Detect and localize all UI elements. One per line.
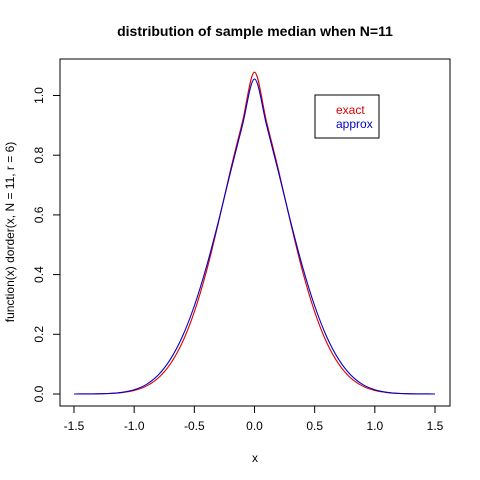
y-tick-label: 0.0 — [32, 385, 46, 402]
x-axis: -1.5 -1.0 -0.5 0.0 0.5 1.0 1.5 — [64, 405, 444, 433]
x-tick-label: 1.5 — [427, 419, 444, 433]
y-tick-label: 0.4 — [32, 266, 46, 283]
chart-title: distribution of sample median when N=11 — [117, 23, 393, 39]
y-axis: 0.0 0.2 0.4 0.6 0.8 1.0 — [32, 87, 61, 402]
legend-entry-exact: exact — [336, 103, 365, 117]
x-tick-label: 1.0 — [366, 419, 383, 433]
series-line-exact — [73, 71, 436, 395]
x-tick-label: -1.0 — [124, 419, 145, 433]
y-tick-label: 0.8 — [32, 147, 46, 164]
y-tick-label: 1.0 — [32, 87, 46, 104]
y-tick-label: 0.2 — [32, 326, 46, 343]
y-axis-label: function(x) dorder(x, N = 11, r = 6) — [3, 142, 17, 323]
x-tick-label: -0.5 — [184, 419, 205, 433]
x-axis-label: x — [252, 451, 258, 465]
y-tick-label: 0.6 — [32, 206, 46, 223]
x-tick-label: 0.0 — [246, 419, 263, 433]
legend-box — [314, 94, 380, 139]
plot-area — [73, 71, 436, 395]
series-line-approx — [73, 78, 436, 395]
plot-frame — [59, 58, 451, 407]
legend-entry-approx: approx — [336, 117, 373, 131]
x-tick-label: -1.5 — [64, 419, 85, 433]
x-tick-label: 0.5 — [306, 419, 323, 433]
